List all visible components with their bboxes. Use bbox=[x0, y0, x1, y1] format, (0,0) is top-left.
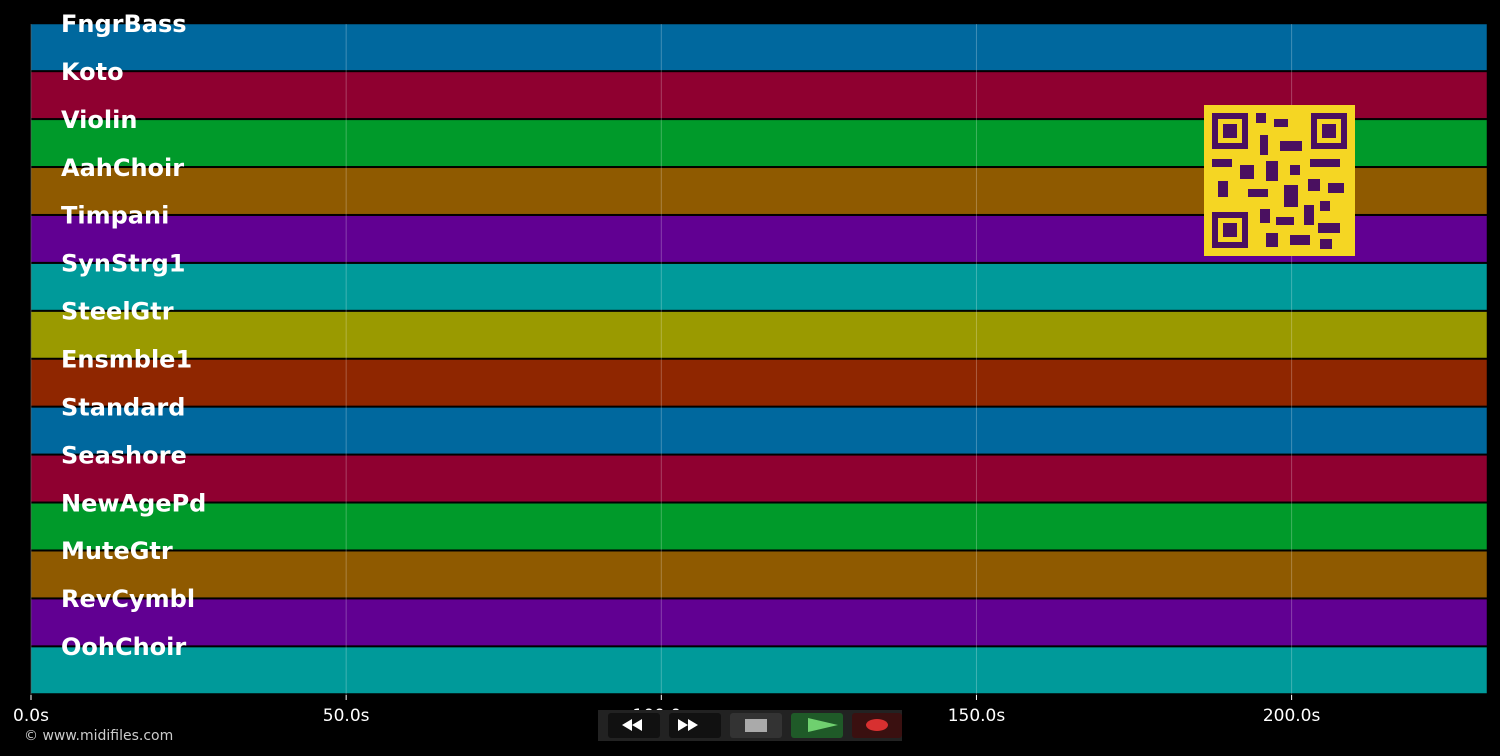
play-button[interactable] bbox=[791, 713, 843, 738]
track-band bbox=[30, 263, 1488, 311]
track-label: AahChoir bbox=[61, 154, 184, 182]
fast-forward-button[interactable] bbox=[669, 713, 721, 738]
track-label: SteelGtr bbox=[61, 298, 174, 326]
qr-code bbox=[1204, 105, 1355, 256]
x-tick-label: 150.0s bbox=[948, 706, 1006, 726]
track-label: RevCymbl bbox=[61, 585, 195, 613]
x-tick-label: 200.0s bbox=[1263, 706, 1321, 726]
transport-controls bbox=[598, 710, 902, 741]
track-label: Ensmble1 bbox=[61, 346, 192, 374]
track-label: Standard bbox=[61, 393, 185, 421]
track-label: Violin bbox=[61, 106, 137, 134]
track-band bbox=[30, 455, 1488, 503]
track-band bbox=[30, 503, 1488, 550]
track-label: SynStrg1 bbox=[61, 250, 186, 278]
x-tick-label: 0.0s bbox=[13, 706, 49, 726]
track-band bbox=[30, 23, 1488, 71]
track-band bbox=[30, 646, 1488, 694]
track-band bbox=[30, 359, 1488, 407]
x-tick-label: 50.0s bbox=[323, 706, 370, 726]
track-band bbox=[30, 550, 1488, 598]
copyright: © www.midifiles.com bbox=[24, 728, 173, 744]
track-band bbox=[30, 598, 1488, 646]
track-label: MuteGtr bbox=[61, 537, 173, 565]
track-label: NewAgePd bbox=[61, 489, 206, 517]
track-label: OohChoir bbox=[61, 633, 186, 661]
track-band bbox=[30, 407, 1488, 455]
track-label: Koto bbox=[61, 58, 124, 86]
track-label: FngrBass bbox=[61, 10, 187, 38]
track-label: Timpani bbox=[61, 202, 169, 230]
stop-button[interactable] bbox=[730, 713, 782, 738]
record-button[interactable] bbox=[852, 713, 902, 738]
track-band bbox=[30, 311, 1488, 359]
rewind-button[interactable] bbox=[608, 713, 660, 738]
track-label: Seashore bbox=[61, 441, 187, 469]
